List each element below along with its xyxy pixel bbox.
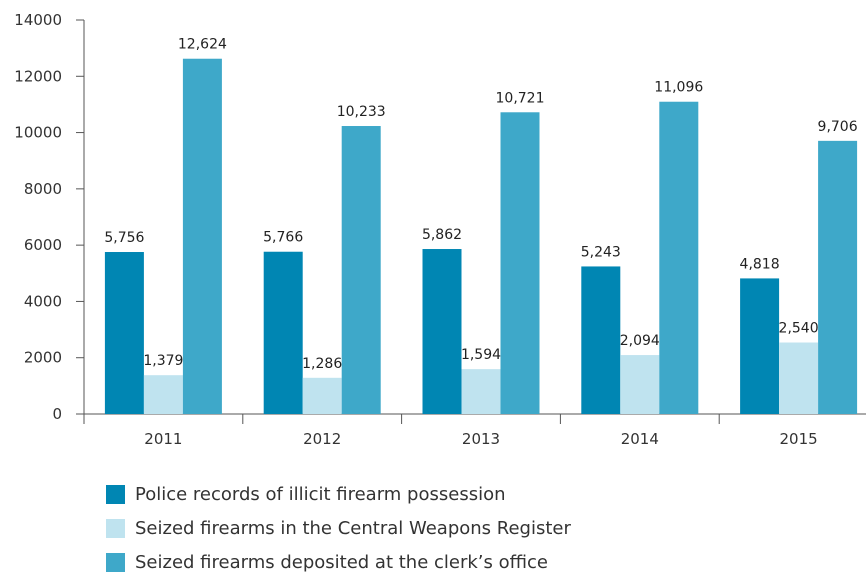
data-label: 5,243 [581,244,621,260]
bar [182,58,222,414]
y-tick-label: 6000 [24,236,62,254]
data-label: 2,094 [620,333,660,349]
data-label: 1,594 [461,347,501,363]
bar [818,140,858,414]
bar [659,101,699,414]
bar [143,375,183,414]
legend-item-clerks-office: Seized firearms deposited at the clerk’s… [106,550,571,574]
x-tick-label: 2011 [144,430,182,448]
legend-item-central-register: Seized firearms in the Central Weapons R… [106,516,571,540]
legend-label-clerks-office: Seized firearms deposited at the clerk’s… [135,551,549,573]
y-tick-label: 2000 [24,349,62,367]
bar-chart: 0 2000 4000 6000 8000 10000 12000 14000 5,756 1,3… [14,11,866,448]
bar [104,252,144,414]
x-tick-label: 2012 [303,430,341,448]
data-label: 11,096 [654,80,703,96]
data-label: 2,540 [779,321,819,337]
data-label: 5,756 [104,230,144,246]
bar [740,278,780,414]
bar [263,251,303,414]
y-tick-label: 8000 [24,180,62,198]
legend-label-central-register: Seized firearms in the Central Weapons R… [135,517,571,539]
legend-item-police-records: Police records of illicit firearm posses… [106,482,571,506]
data-label: 1,379 [143,353,183,369]
x-tick-label: 2014 [621,430,659,448]
data-label: 5,766 [263,230,303,246]
x-tick-label: 2013 [462,430,500,448]
data-label: 9,706 [818,119,858,135]
legend-swatch-police-records [106,484,125,504]
y-tick-label: 14000 [14,11,62,29]
data-label: 10,233 [337,104,386,120]
legend-label-police-records: Police records of illicit firearm posses… [135,483,506,505]
bar [461,369,501,414]
y-tick-label: 12000 [14,67,62,85]
legend-swatch-central-register [106,518,125,538]
y-tick-label: 0 [52,405,62,423]
y-tick-label: 10000 [14,124,62,142]
y-tick-label: 4000 [24,292,62,310]
bar [341,126,381,414]
bar [620,355,660,414]
data-label: 1,286 [302,356,342,372]
bar [422,249,462,414]
bar [779,342,819,414]
legend: Police records of illicit firearm posses… [106,482,571,584]
x-tick-label: 2015 [780,430,818,448]
data-label: 4,818 [740,256,780,272]
bar [581,266,621,414]
data-label: 12,624 [178,37,227,53]
bar [500,112,540,414]
legend-swatch-clerks-office [106,552,125,572]
data-label: 5,862 [422,227,462,243]
bar [302,377,342,414]
data-label: 10,721 [496,90,545,106]
